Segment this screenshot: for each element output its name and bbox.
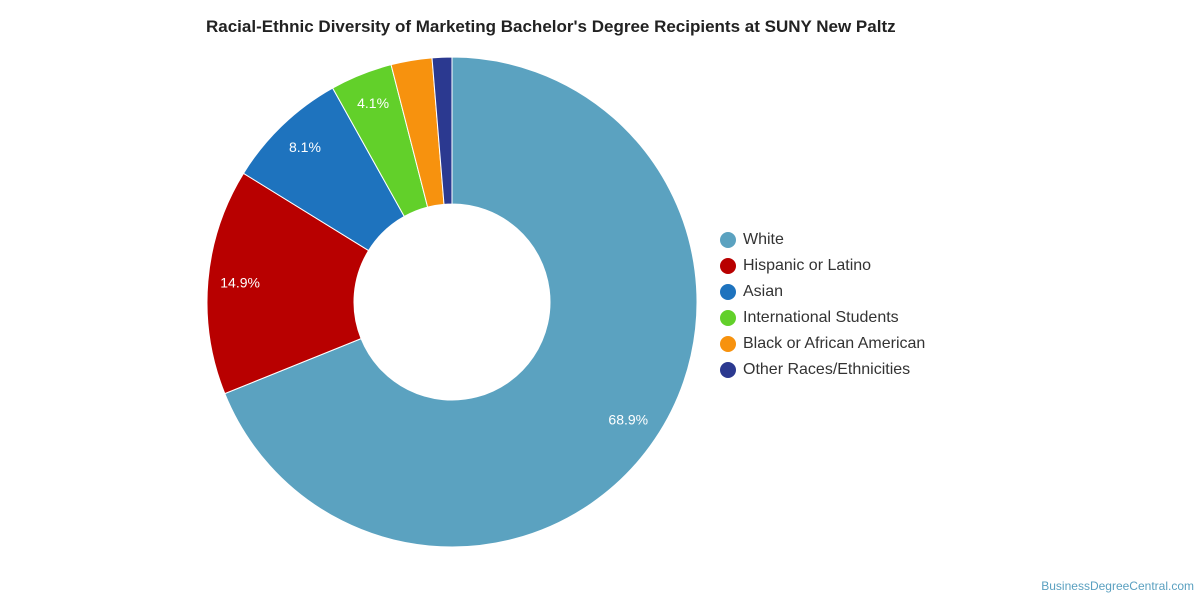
slice-label-international-students: 4.1% [357, 95, 389, 111]
legend-item-hispanic-or-latino[interactable]: Hispanic or Latino [720, 253, 925, 279]
donut-slices [206, 56, 698, 548]
donut-slice-labels: 68.9% 14.9% 8.1% 4.1% [220, 95, 648, 427]
legend-item-black-or-african-american[interactable]: Black or African American [720, 331, 925, 357]
legend-item-other-races-ethnicities[interactable]: Other Races/Ethnicities [720, 357, 925, 383]
legend-item-white[interactable]: White [720, 227, 925, 253]
legend-swatch-white [720, 232, 736, 248]
source-credit[interactable]: BusinessDegreeCentral.com [1041, 579, 1194, 593]
slice-hispanic-or-latino[interactable] [206, 172, 370, 395]
chart-legend: White Hispanic or Latino Asian Internationa… [720, 227, 925, 383]
legend-swatch-black-or-african-american [720, 336, 736, 352]
slice-label-asian: 8.1% [289, 139, 321, 155]
legend-label: Asian [743, 283, 784, 300]
legend-label: Hispanic or Latino [743, 257, 872, 274]
slice-other-races-ethnicities[interactable] [431, 56, 453, 205]
legend-item-international-students[interactable]: International Students [720, 305, 925, 331]
slice-label-white: 68.9% [608, 412, 648, 428]
legend-label: International Students [743, 309, 899, 326]
chart-title: Racial-Ethnic Diversity of Marketing Bac… [206, 17, 896, 36]
legend-label: Black or African American [743, 335, 926, 352]
legend-label: White [743, 231, 784, 248]
legend-swatch-other-races-ethnicities [720, 362, 736, 378]
legend-swatch-international-students [720, 310, 736, 326]
legend-swatch-hispanic-or-latino [720, 258, 736, 274]
legend-item-asian[interactable]: Asian [720, 279, 925, 305]
legend-swatch-asian [720, 284, 736, 300]
slice-label-hispanic-or-latino: 14.9% [220, 275, 260, 291]
slice-white[interactable] [224, 56, 698, 548]
legend-label: Other Races/Ethnicities [743, 361, 911, 378]
